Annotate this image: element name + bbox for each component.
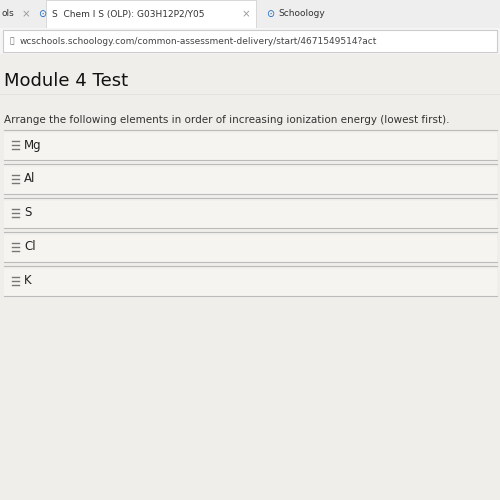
Text: ⧉: ⧉ xyxy=(10,36,14,46)
Bar xyxy=(4,198,497,228)
Text: Schoology: Schoology xyxy=(278,10,325,18)
Text: Mg: Mg xyxy=(24,138,42,151)
Bar xyxy=(4,232,497,262)
Bar xyxy=(0,0,500,28)
Bar xyxy=(3,30,497,52)
Text: ×: × xyxy=(241,9,250,19)
Text: ×: × xyxy=(22,9,31,19)
Text: ols: ols xyxy=(2,10,15,18)
Text: S  Chem I S (OLP): G03H12P2/Y05: S Chem I S (OLP): G03H12P2/Y05 xyxy=(52,10,204,18)
Text: Cl: Cl xyxy=(24,240,36,254)
Bar xyxy=(0,28,500,54)
Text: Arrange the following elements in order of increasing ionization energy (lowest : Arrange the following elements in order … xyxy=(4,115,450,125)
Bar xyxy=(4,164,497,194)
Text: Al: Al xyxy=(24,172,36,186)
Bar xyxy=(46,0,256,28)
Bar xyxy=(4,266,497,296)
Text: ⊙: ⊙ xyxy=(266,9,274,19)
Text: wcschools.schoology.com/common-assessment-delivery/start/4671549514?act: wcschools.schoology.com/common-assessmen… xyxy=(20,36,378,46)
Bar xyxy=(4,130,497,160)
Text: Module 4 Test: Module 4 Test xyxy=(4,72,128,90)
Text: S: S xyxy=(24,206,32,220)
Text: ⊙: ⊙ xyxy=(38,9,46,19)
Text: K: K xyxy=(24,274,32,287)
Bar xyxy=(0,54,500,500)
